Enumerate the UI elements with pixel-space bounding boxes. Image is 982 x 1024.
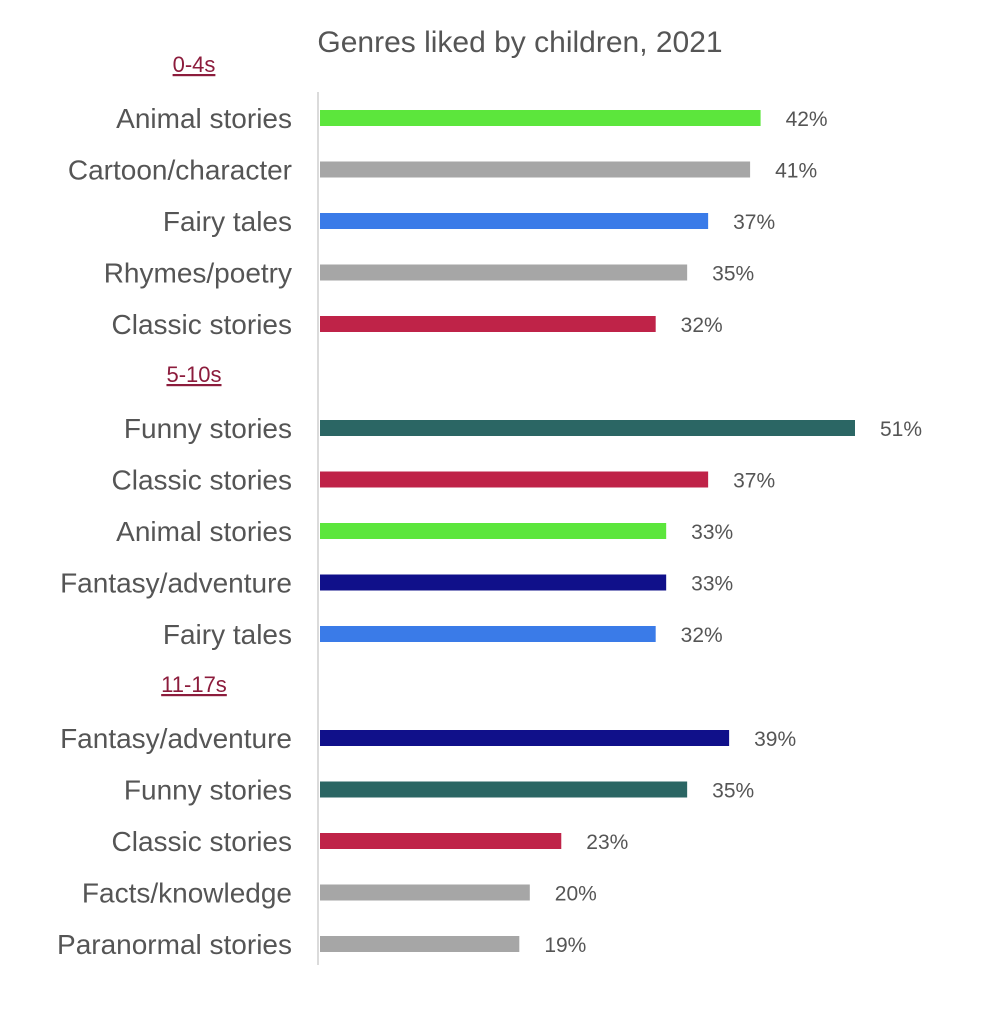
category-label: Animal stories xyxy=(116,103,292,134)
category-label: Classic stories xyxy=(112,309,292,340)
bar xyxy=(320,161,751,178)
bar xyxy=(320,110,761,126)
category-label: Animal stories xyxy=(116,516,292,547)
data-label: 51% xyxy=(880,418,922,441)
data-label: 37% xyxy=(733,470,775,493)
category-label: Fairy tales xyxy=(163,206,292,237)
bar xyxy=(320,626,656,642)
data-label: 35% xyxy=(712,263,754,286)
bar xyxy=(320,316,656,332)
bar xyxy=(320,213,709,229)
bar xyxy=(320,471,709,488)
data-label: 19% xyxy=(544,934,586,957)
category-label: Paranormal stories xyxy=(57,929,292,960)
category-label: Classic stories xyxy=(112,465,292,496)
category-label: Classic stories xyxy=(112,826,292,857)
data-label: 35% xyxy=(712,780,754,803)
data-label: 42% xyxy=(786,108,828,131)
chart-marks: 0-4s Animal stories 42% Cartoon/character 41… xyxy=(57,52,922,960)
bar xyxy=(320,833,562,849)
data-label: 32% xyxy=(681,314,723,337)
data-label: 20% xyxy=(555,883,597,906)
category-label: Fantasy/adventure xyxy=(60,568,292,599)
bar xyxy=(320,884,530,901)
category-label: Fairy tales xyxy=(163,619,292,650)
data-label: 33% xyxy=(691,573,733,596)
bar xyxy=(320,730,730,746)
data-label: 37% xyxy=(733,211,775,234)
bar xyxy=(320,936,520,952)
data-label: 41% xyxy=(775,160,817,183)
category-label: Facts/knowledge xyxy=(82,878,292,909)
data-label: 33% xyxy=(691,521,733,544)
bar xyxy=(320,264,688,281)
category-label: Funny stories xyxy=(124,775,292,806)
bar xyxy=(320,420,855,436)
category-label: Rhymes/poetry xyxy=(104,258,292,289)
data-label: 32% xyxy=(681,624,723,647)
bar xyxy=(320,574,667,591)
bar xyxy=(320,523,667,539)
data-label: 23% xyxy=(586,831,628,854)
category-label: Funny stories xyxy=(124,413,292,444)
group-label: 11-17s xyxy=(161,672,227,697)
data-label: 39% xyxy=(754,728,796,751)
bar xyxy=(320,781,688,798)
category-label: Fantasy/adventure xyxy=(60,723,292,754)
category-label: Cartoon/character xyxy=(68,155,292,186)
group-label: 5-10s xyxy=(166,362,221,387)
chart-title: Genres liked by children, 2021 xyxy=(317,26,722,59)
group-label: 0-4s xyxy=(173,52,216,77)
